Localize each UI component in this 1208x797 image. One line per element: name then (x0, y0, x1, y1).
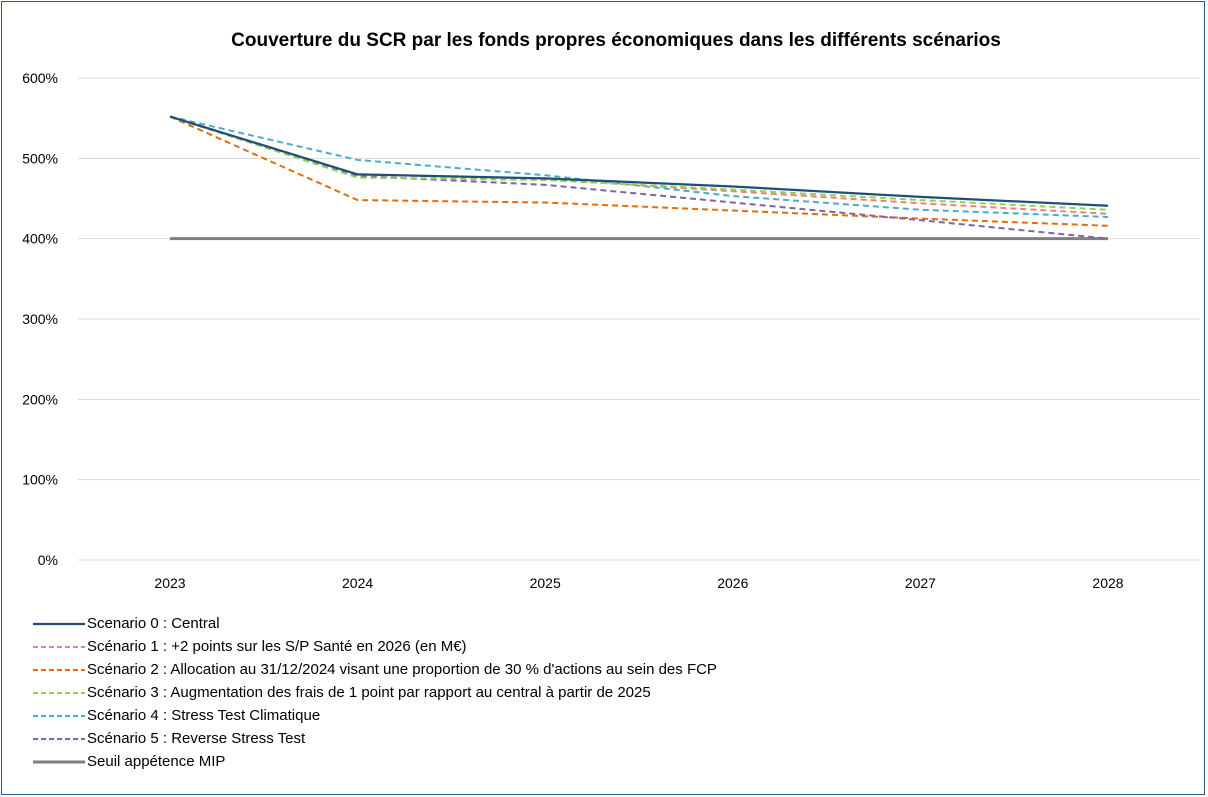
legend-swatch (33, 686, 85, 700)
y-tick-label: 600% (22, 70, 58, 86)
series-line-5 (169, 115, 1109, 240)
legend-item: Scenario 0 : Central (33, 612, 933, 635)
x-tick-label: 2024 (342, 575, 373, 591)
y-tick-label: 100% (22, 472, 58, 488)
legend-item: Scénario 5 : Reverse Stress Test (33, 727, 933, 750)
y-axis-tick-labels: 0% 100% 200% 300% 400% 500% 600% (22, 70, 58, 568)
legend-item: Scénario 1 : +2 points sur les S/P Santé… (33, 635, 933, 658)
legend-label: Scénario 5 : Reverse Stress Test (87, 730, 306, 747)
legend-label: Scénario 1 : +2 points sur les S/P Santé… (87, 638, 467, 655)
legend-item: Scénario 3 : Augmentation des frais de 1… (33, 681, 933, 704)
x-tick-label: 2025 (530, 575, 561, 591)
legend-label: Scenario 0 : Central (87, 615, 220, 632)
legend-swatch (33, 663, 85, 677)
legend-swatch (33, 709, 85, 723)
series-line-0 (169, 115, 1109, 207)
legend-label: Seuil appétence MIP (87, 753, 226, 770)
legend-label: Scénario 2 : Allocation au 31/12/2024 vi… (87, 661, 717, 678)
x-tick-label: 2028 (1092, 575, 1123, 591)
series-lines (169, 115, 1109, 241)
x-tick-label: 2026 (717, 575, 748, 591)
y-tick-label: 400% (22, 231, 58, 247)
series-line-2 (169, 115, 1109, 227)
legend-swatch (33, 755, 85, 769)
y-tick-label: 300% (22, 311, 58, 327)
legend-swatch (33, 617, 85, 631)
y-tick-label: 0% (38, 552, 58, 568)
legend-item: Seuil appétence MIP (33, 750, 933, 773)
series-line-4 (169, 115, 1109, 218)
legend-item: Scénario 4 : Stress Test Climatique (33, 704, 933, 727)
y-tick-label: 200% (22, 391, 58, 407)
x-tick-label: 2027 (905, 575, 936, 591)
legend-label: Scénario 4 : Stress Test Climatique (87, 707, 321, 724)
legend-label: Scénario 3 : Augmentation des frais de 1… (87, 684, 651, 701)
x-axis-tick-labels: 2023 2024 2025 2026 2027 2028 (154, 575, 1123, 591)
legend-swatch (33, 640, 85, 654)
legend-swatch (33, 732, 85, 746)
legend-item: Scénario 2 : Allocation au 31/12/2024 vi… (33, 658, 933, 681)
chart-legend: Scenario 0 : Central Scénario 1 : +2 poin… (33, 612, 933, 773)
x-tick-label: 2023 (154, 575, 185, 591)
series-line-3 (169, 115, 1109, 211)
y-tick-label: 500% (22, 150, 58, 166)
chart-title: Couverture du SCR par les fonds propres … (231, 30, 1001, 51)
